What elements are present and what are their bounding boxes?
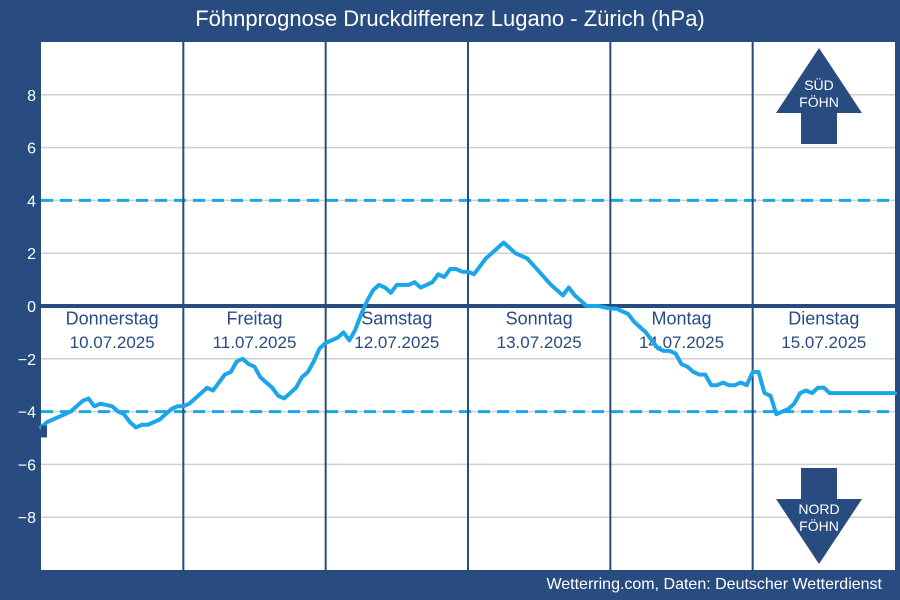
- day-label-weekday: Donnerstag: [66, 308, 159, 328]
- y-tick-label: 2: [27, 246, 36, 263]
- y-tick-label: 6: [27, 141, 36, 158]
- series-start-marker: [41, 425, 47, 438]
- y-tick-label: −4: [18, 405, 36, 422]
- day-label-weekday: Samstag: [361, 308, 432, 328]
- nord-foehn-label: NORD: [798, 501, 839, 517]
- pressure-difference-line: [39, 240, 897, 430]
- arrow-down-icon: [776, 468, 862, 564]
- day-label-date: 11.07.2025: [213, 333, 297, 352]
- day-label-weekday: Sonntag: [506, 308, 573, 328]
- data-credit: Wetterring.com, Daten: Deutscher Wetterd…: [546, 576, 882, 593]
- sued-foehn-label: FÖHN: [799, 93, 839, 110]
- y-tick-label: 0: [27, 299, 36, 316]
- day-label-date: 15.07.2025: [781, 333, 866, 352]
- day-label-weekday: Dienstag: [788, 308, 859, 328]
- chart-title: Föhnprognose Druckdifferenz Lugano - Zür…: [195, 6, 705, 31]
- nord-foehn-label: FÖHN: [799, 517, 839, 534]
- y-tick-label: −2: [18, 352, 36, 369]
- sued-foehn-label: SÜD: [804, 76, 834, 93]
- day-label-date: 12.07.2025: [354, 333, 439, 352]
- day-label-date: 10.07.2025: [70, 333, 155, 352]
- day-label-weekday: Freitag: [226, 308, 282, 328]
- arrow-up-icon: [776, 48, 862, 144]
- y-tick-label: 4: [27, 193, 36, 210]
- y-tick-label: 8: [27, 88, 36, 105]
- y-tick-label: −8: [18, 510, 36, 527]
- y-tick-label: −6: [18, 457, 36, 474]
- day-label-date: 13.07.2025: [497, 333, 582, 352]
- day-label-weekday: Montag: [651, 308, 711, 328]
